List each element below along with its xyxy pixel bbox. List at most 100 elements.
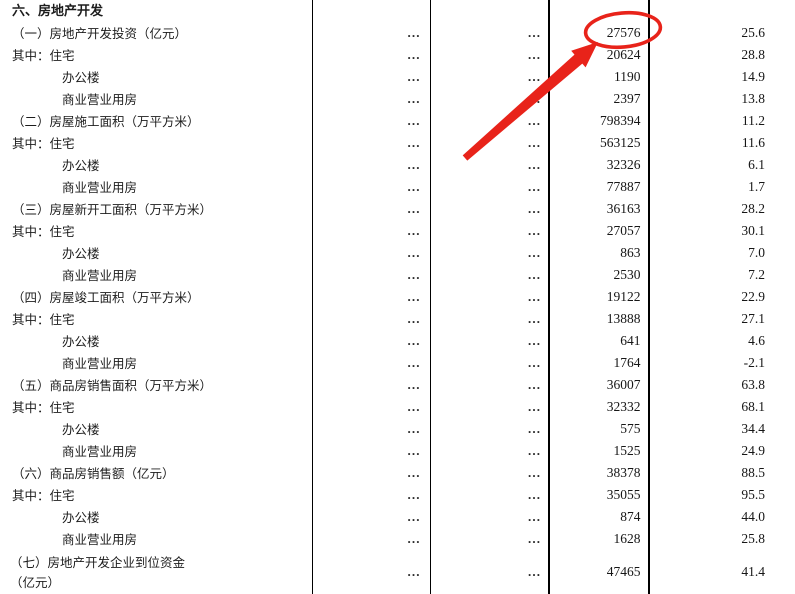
dots-cell-1: … [407,487,421,502]
row-label: （七）房地产开发企业到位资金 （亿元） [0,555,312,590]
row-label-text: 商业营业用房 [62,179,138,195]
table-row: 其中：住宅 … … 27057 30.1 [0,220,795,242]
dots-cell-2: … [527,25,542,40]
dots-cell-1: … [407,311,421,326]
value-cell: 20624 [606,47,641,62]
table-row: （六）商品房销售额（亿元） … … 38378 88.5 [0,462,795,484]
table-row: 其中：住宅 … … 20624 28.8 [0,44,795,66]
dots-cell-2: … [527,311,542,326]
row-label-text: 其中：住宅 [12,487,75,503]
dots-cell-2: … [527,201,542,216]
dots-cell-1: … [407,355,421,370]
row-label-text: 其中：住宅 [12,399,75,415]
table-row: （三）房屋新开工面积（万平方米） … … 36163 28.2 [0,198,795,220]
row-label: （三）房屋新开工面积（万平方米） [0,202,312,217]
value-cell: 1190 [614,69,641,84]
row-label: （二）房屋施工面积（万平方米） [0,114,312,129]
growth-rate-cell: 22.9 [741,289,765,304]
dots-cell-2: … [527,377,542,392]
value-cell: 77887 [606,179,641,194]
row-label: （五）商品房销售面积（万平方米） [0,378,312,393]
value-cell: 32326 [606,157,641,172]
table-row: 其中：住宅 … … 13888 27.1 [0,308,795,330]
row-label-text: （四）房屋竣工面积（万平方米） [12,289,200,305]
growth-rate-cell: 1.7 [748,179,765,194]
table-row: 办公楼 … … 863 7.0 [0,242,795,264]
dots-cell-2: … [527,289,542,304]
dots-cell-1: … [407,201,421,216]
dots-cell-1: … [407,443,421,458]
growth-rate-cell: 68.1 [741,399,765,414]
table-column-divider [648,0,650,594]
row-label: 其中：住宅 [0,224,312,239]
dots-cell-1: … [407,157,421,172]
row-label: 其中：住宅 [0,400,312,415]
row-label: 办公楼 [0,70,312,85]
dots-cell-2: … [527,157,542,172]
row-label-text: 六、房地产开发 [12,3,104,19]
growth-rate-cell: 88.5 [741,465,765,480]
dots-cell-2: … [527,267,542,282]
dots-cell-1: … [407,333,421,348]
dots-cell-2: … [527,113,542,128]
growth-rate-cell: 34.4 [741,421,765,436]
table-row: （五）商品房销售面积（万平方米） … … 36007 63.8 [0,374,795,396]
growth-rate-cell: 44.0 [741,509,765,524]
table-row: 办公楼 … … 1190 14.9 [0,66,795,88]
growth-rate-cell: 24.9 [741,443,765,458]
table-row: 办公楼 … … 575 34.4 [0,418,795,440]
dots-cell-2: … [527,531,542,546]
row-label-text: （二）房屋施工面积（万平方米） [12,113,200,129]
row-label-text: （六）商品房销售额（亿元） [12,465,175,481]
table-row: 办公楼 … … 32326 6.1 [0,154,795,176]
growth-rate-cell: 27.1 [741,311,765,326]
table-row: 商业营业用房 … … 1764 -2.1 [0,352,795,374]
growth-rate-cell: 14.9 [741,69,765,84]
value-cell: 1764 [613,355,641,370]
value-cell: 874 [620,509,641,524]
dots-cell-1: … [407,509,421,524]
dots-cell-2: … [527,443,542,458]
dots-cell-1: … [407,25,421,40]
row-label-text: （七）房地产开发企业到位资金 [10,554,186,570]
row-label: 办公楼 [0,510,312,525]
value-cell: 27576 [606,25,641,40]
growth-rate-cell: 6.1 [748,157,765,172]
table-row: （二）房屋施工面积（万平方米） … … 798394 11.2 [0,110,795,132]
row-label-text: （三）房屋新开工面积（万平方米） [12,201,213,217]
dots-cell-2: … [527,47,542,62]
table-column-divider [311,0,314,594]
table-row: 商业营业用房 … … 77887 1.7 [0,176,795,198]
table-row: 商业营业用房 … … 1525 24.9 [0,440,795,462]
growth-rate-cell: 25.6 [741,25,765,40]
dots-cell-1: … [407,531,421,546]
growth-rate-cell: 4.6 [748,333,765,348]
value-cell: 36007 [606,377,641,392]
dots-cell-2: … [527,509,542,524]
value-cell: 38378 [606,465,641,480]
value-cell: 563125 [600,135,641,150]
dots-cell-2: … [527,333,542,348]
row-label: 办公楼 [0,246,312,261]
value-cell: 863 [620,245,641,260]
table-row: 六、房地产开发 [0,0,795,22]
table-row: 其中：住宅 … … 563125 11.6 [0,132,795,154]
growth-rate-cell: 11.6 [741,135,765,150]
table-row: 商业营业用房 … … 1628 25.8 [0,528,795,550]
table-row: （四）房屋竣工面积（万平方米） … … 19122 22.9 [0,286,795,308]
row-label-text: 办公楼 [62,69,100,85]
table-row: （一）房地产开发投资（亿元） … … 27576 25.6 [0,22,795,44]
dots-cell-2: … [527,91,542,106]
growth-rate-cell: 30.1 [741,223,765,238]
dots-cell-2: … [527,245,542,260]
row-label: 其中：住宅 [0,312,312,327]
dots-cell-1: … [407,91,421,106]
row-label-text: 办公楼 [62,509,100,525]
table-row: 其中：住宅 … … 32332 68.1 [0,396,795,418]
dots-cell-1: … [407,267,421,282]
growth-rate-cell: 25.8 [741,531,765,546]
value-cell: 47465 [606,564,641,579]
row-label: 办公楼 [0,422,312,437]
